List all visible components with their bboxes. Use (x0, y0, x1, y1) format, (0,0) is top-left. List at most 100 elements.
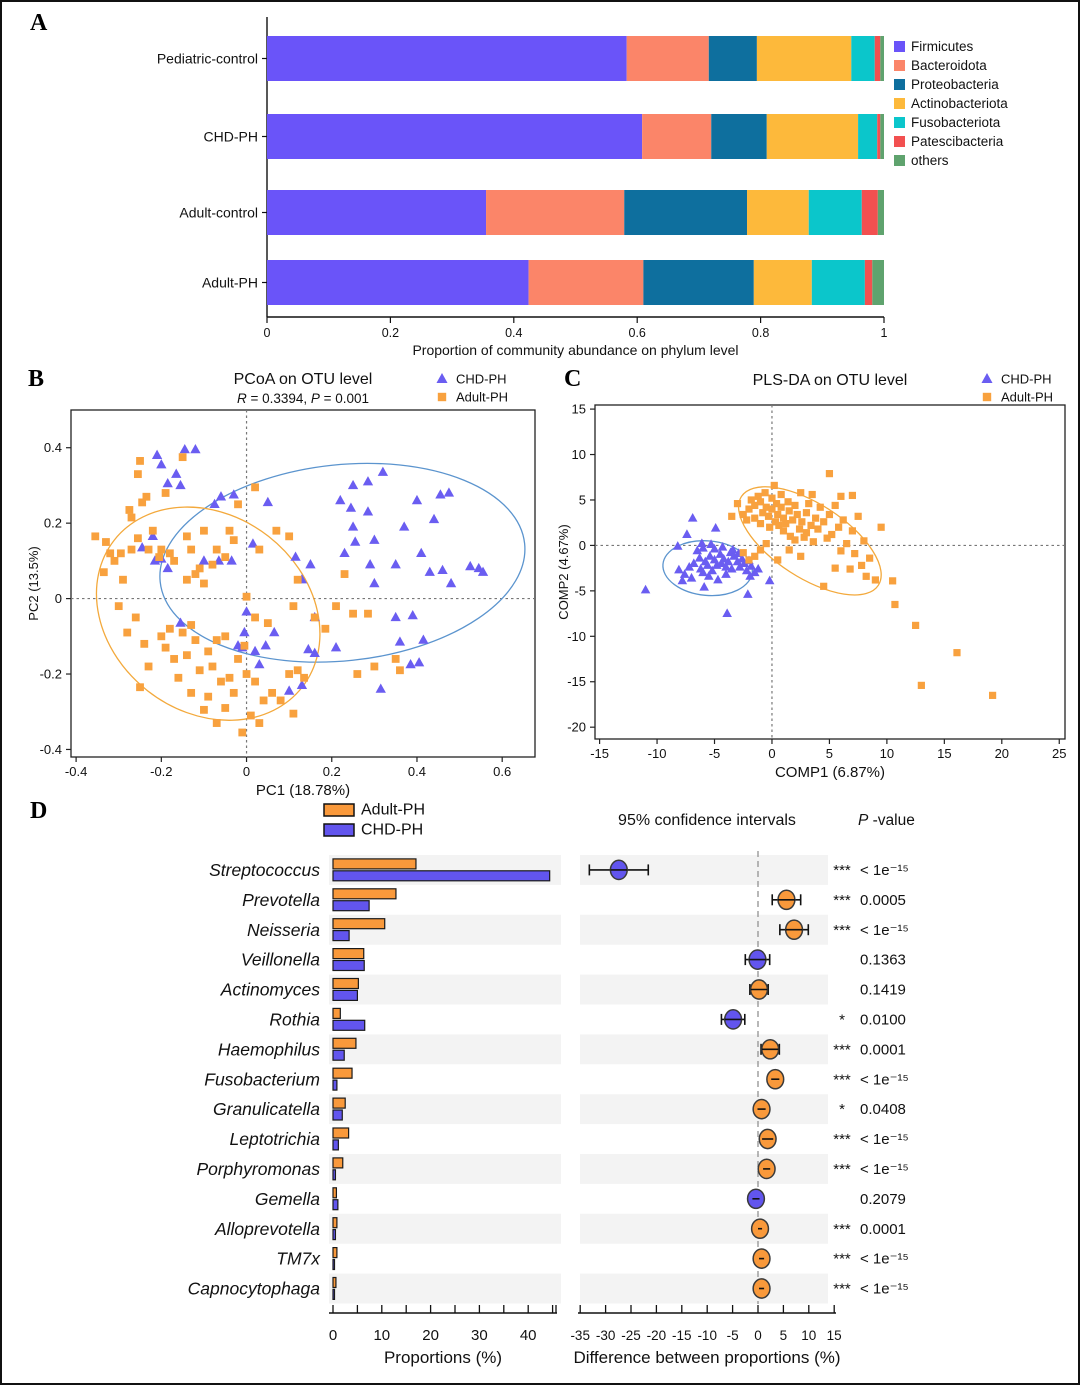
legend-label: Fusobacteriota (911, 115, 1001, 130)
square-marker (125, 506, 134, 514)
square-marker (791, 501, 799, 510)
genus-label: Rothia (269, 1010, 320, 1030)
square-marker (797, 552, 805, 560)
triangle-marker (706, 539, 716, 548)
chd-bar (332, 1079, 338, 1091)
square-marker (807, 521, 815, 530)
significance-stars: * (839, 1012, 845, 1029)
legend-label: others (911, 153, 949, 168)
triangle-marker (390, 559, 401, 569)
group-ellipse (159, 462, 526, 663)
triangle-marker (687, 512, 698, 522)
chart-title: PLS-DA on OTU level (753, 372, 908, 389)
square-marker (136, 683, 144, 692)
triangle-marker (330, 642, 342, 652)
bar-segment (747, 190, 809, 235)
square-marker (157, 632, 166, 641)
bar-segment (486, 190, 625, 235)
square-marker (191, 570, 200, 578)
plot-frame (594, 404, 1066, 740)
square-marker (843, 539, 851, 548)
bar-segment (756, 36, 852, 81)
square-marker (793, 510, 801, 519)
triangle-marker (394, 636, 406, 646)
triangle-marker (698, 542, 708, 552)
square-marker (862, 572, 870, 580)
square-marker (255, 719, 264, 727)
genus-label: TM7x (276, 1249, 321, 1269)
bar-segment (861, 190, 878, 235)
square-marker (170, 655, 179, 663)
square-marker (851, 549, 859, 558)
legend-swatch (323, 823, 355, 837)
bar-segment (626, 36, 709, 81)
square-marker (751, 501, 759, 510)
diff-tick-label: 5 (780, 1328, 788, 1343)
x-tick-label: 20 (995, 746, 1009, 761)
prop-tick-label: 20 (422, 1327, 439, 1344)
square-marker (751, 514, 759, 522)
diff-tick-label: -30 (596, 1328, 616, 1343)
y-tick-label: 0 (55, 591, 62, 606)
square-marker (756, 498, 765, 506)
square-marker (155, 553, 164, 561)
square-marker (800, 533, 808, 541)
square-marker (831, 564, 839, 572)
p-value: 0.0001 (860, 1041, 906, 1058)
bar-segment (267, 36, 627, 81)
legend-swatch (894, 155, 905, 166)
square-marker (133, 470, 142, 479)
square-marker (157, 545, 166, 554)
x-tick-label: 0.2 (323, 764, 341, 779)
chd-bar (332, 1229, 337, 1241)
triangle-marker (198, 555, 210, 565)
y-tick-label: 0 (579, 538, 586, 553)
p-value: < 1e⁻¹⁵ (860, 922, 909, 939)
triangle-marker (753, 563, 763, 573)
square-marker (229, 688, 238, 697)
triangle-marker (215, 491, 227, 501)
x-tick-label: -5 (709, 746, 721, 761)
bar-segment (808, 190, 862, 235)
square-marker (212, 545, 221, 554)
square-marker (217, 677, 225, 686)
genus-label: Streptococcus (209, 860, 320, 880)
triangle-marker (709, 543, 720, 553)
bar-segment (528, 260, 644, 305)
stripe-left (329, 1273, 561, 1304)
prop-tick-label: 0 (329, 1327, 337, 1344)
triangle-marker (723, 556, 734, 566)
significance-stars: * (839, 1101, 845, 1118)
square-marker (733, 500, 742, 508)
triangle-marker (347, 521, 359, 531)
diff-tick-label: -10 (697, 1328, 717, 1343)
square-marker (795, 525, 804, 533)
chd-bar (332, 900, 370, 912)
p-value: 0.0001 (860, 1221, 906, 1238)
square-marker (119, 575, 127, 584)
chd-bar (332, 930, 350, 942)
stripe-left (329, 1034, 561, 1065)
square-marker (204, 692, 213, 701)
genus-label: Leptotrichia (230, 1129, 321, 1149)
triangle-marker (239, 626, 250, 637)
square-marker (391, 655, 400, 663)
square-marker (989, 691, 997, 699)
square-marker (204, 647, 213, 656)
square-marker (777, 490, 785, 499)
triangle-marker (705, 551, 715, 560)
square-marker (779, 527, 788, 535)
square-marker (871, 576, 879, 584)
x-tick-label: 1 (881, 326, 888, 340)
square-marker (739, 549, 747, 557)
square-marker (739, 510, 747, 519)
square-marker (802, 509, 811, 517)
bar-segment (864, 260, 873, 305)
prop-tick-label: 10 (373, 1327, 390, 1344)
square-marker (953, 649, 961, 657)
bar-segment (753, 260, 812, 305)
significance-stars: *** (833, 1071, 851, 1088)
legend-swatch (894, 117, 905, 128)
bar-segment (880, 36, 884, 81)
stripe-right (580, 974, 828, 1005)
